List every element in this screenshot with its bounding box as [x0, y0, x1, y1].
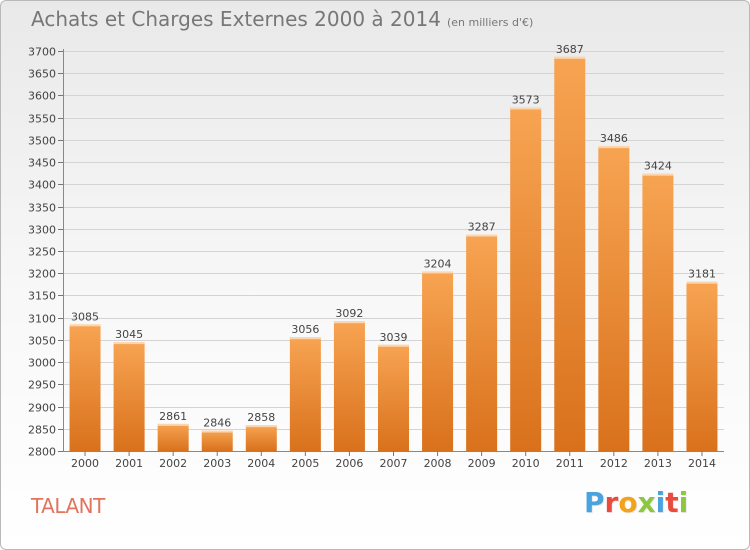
data-label: 3204 [424, 257, 452, 270]
x-tick-label: 2011 [556, 457, 584, 470]
data-label: 3181 [688, 268, 716, 281]
bar-highlight [69, 324, 101, 327]
x-tick-label: 2007 [380, 457, 408, 470]
bar [245, 425, 277, 451]
y-tick-label: 3450 [28, 157, 56, 170]
bar-highlight [466, 234, 498, 237]
place-name: TALANT [31, 494, 105, 518]
bar-highlight [554, 56, 586, 59]
x-tick-label: 2002 [159, 457, 187, 470]
x-tick-label: 2013 [644, 457, 672, 470]
data-label: 3092 [335, 307, 363, 320]
y-tick-label: 3400 [28, 179, 56, 192]
bar [157, 423, 189, 451]
labels: 2800 2850 2900 2950 3000 3050 3100 3150 3200 3250… [28, 43, 716, 470]
bar-highlight [642, 173, 674, 176]
y-tick-label: 3350 [28, 202, 56, 215]
data-label: 2846 [203, 417, 231, 430]
bar [333, 321, 365, 451]
y-tick-label: 3150 [28, 290, 56, 303]
bar-highlight [201, 430, 233, 433]
bar-highlight [333, 321, 365, 324]
bar [642, 173, 674, 451]
data-label: 3045 [115, 328, 143, 341]
data-label: 3573 [512, 93, 540, 106]
data-label: 3486 [600, 132, 628, 145]
proxiti-logo[interactable]: Proxiti [584, 486, 688, 519]
data-label: 3287 [468, 221, 496, 234]
y-tick-label: 3600 [28, 90, 56, 103]
logo-letter: i [678, 486, 689, 519]
logo-letter: i [655, 486, 666, 519]
data-label: 3056 [291, 323, 319, 336]
data-label: 3424 [644, 160, 672, 173]
x-tick-label: 2010 [512, 457, 540, 470]
y-tick-label: 3500 [28, 135, 56, 148]
logo-letter: o [618, 486, 638, 519]
bar [69, 324, 101, 451]
bars [69, 56, 718, 452]
x-tick-label: 2009 [468, 457, 496, 470]
bar [201, 430, 233, 451]
x-tick-label: 2006 [335, 457, 363, 470]
data-label: 3039 [380, 331, 408, 344]
data-label: 3085 [71, 310, 99, 323]
y-tick-label: 3050 [28, 335, 56, 348]
bar-highlight [598, 146, 630, 149]
bar [554, 56, 586, 452]
x-tick-label: 2003 [203, 457, 231, 470]
bar-highlight [422, 271, 454, 274]
bar-highlight [157, 423, 189, 426]
x-tick-label: 2012 [600, 457, 628, 470]
bar-highlight [245, 425, 277, 428]
x-tick-label: 2008 [424, 457, 452, 470]
y-tick-label: 3100 [28, 313, 56, 326]
bar [422, 271, 454, 451]
logo-letter: r [604, 486, 619, 519]
chart-title: Achats et Charges Externes 2000 à 2014 [31, 7, 441, 31]
x-tick-label: 2014 [688, 457, 716, 470]
bar-highlight [378, 344, 409, 347]
y-tick-label: 3700 [28, 46, 56, 59]
axes [58, 49, 724, 456]
y-tick-label: 3650 [28, 68, 56, 81]
chart-subtitle: (en milliers d'€) [446, 16, 534, 29]
data-label: 3687 [556, 43, 584, 56]
y-tick-label: 2900 [28, 402, 56, 415]
y-tick-label: 3550 [28, 113, 56, 126]
y-tick-label: 3000 [28, 357, 56, 370]
y-tick-label: 3300 [28, 224, 56, 237]
bar-highlight [113, 342, 145, 345]
bar [598, 146, 630, 451]
logo-letter: P [584, 486, 605, 519]
bar-highlight [686, 281, 718, 284]
y-tick-label: 3250 [28, 246, 56, 259]
logo-letter: t [665, 486, 679, 519]
bar [466, 234, 498, 451]
y-tick-label: 2850 [28, 424, 56, 437]
logo-letter: x [637, 486, 656, 519]
bar [686, 281, 718, 451]
bar [289, 337, 321, 451]
x-tick-label: 2005 [291, 457, 319, 470]
y-tick-label: 3200 [28, 268, 56, 281]
y-tick-label: 2800 [28, 446, 56, 459]
data-label: 2858 [247, 411, 275, 424]
x-tick-label: 2000 [71, 457, 99, 470]
bar [510, 107, 542, 451]
bar-highlight [289, 337, 321, 340]
y-tick-label: 2950 [28, 379, 56, 392]
data-label: 2861 [159, 410, 187, 423]
x-tick-label: 2004 [247, 457, 275, 470]
bar [113, 342, 145, 451]
bar [378, 344, 409, 451]
bar-highlight [510, 107, 542, 110]
x-tick-label: 2001 [115, 457, 143, 470]
chart-title-row: Achats et Charges Externes 2000 à 2014 (e… [31, 7, 533, 31]
